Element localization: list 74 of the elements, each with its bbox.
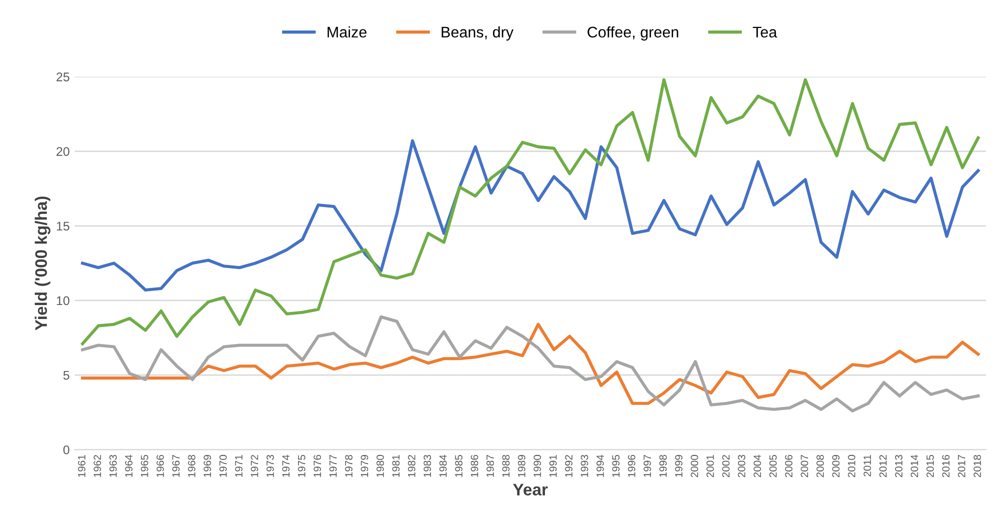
x-tick-label: 2003 bbox=[738, 454, 746, 478]
x-tick-label: 1968 bbox=[188, 454, 196, 477]
line-series bbox=[81, 322, 980, 405]
x-tick-label: 1979 bbox=[360, 455, 368, 477]
x-tick-label: 2006 bbox=[785, 454, 792, 478]
x-tick-label: 2002 bbox=[722, 455, 730, 478]
x-tick-label: 1971 bbox=[235, 455, 242, 477]
x-tick-label: 1984 bbox=[439, 454, 447, 477]
x-tick-label: 1973 bbox=[266, 454, 274, 477]
x-tick-label: 2005 bbox=[769, 454, 777, 478]
legend-label: Maize bbox=[328, 26, 366, 38]
x-tick-label: 2001 bbox=[706, 455, 714, 478]
x-tick-label: 1981 bbox=[392, 455, 400, 477]
x-tick-label: 1983 bbox=[424, 454, 432, 477]
x-tick-label: 1978 bbox=[345, 454, 352, 477]
x-tick-label: 1986 bbox=[470, 454, 478, 477]
x-tick-label: 2007 bbox=[800, 455, 808, 478]
line-series bbox=[81, 78, 980, 346]
x-tick-label: 2015 bbox=[926, 454, 934, 478]
x-tick-label: 2018 bbox=[974, 454, 981, 478]
x-tick-label: 1965 bbox=[140, 454, 148, 477]
x-tick-label: 2010 bbox=[848, 454, 856, 478]
x-tick-label: 2016 bbox=[942, 454, 950, 478]
line-series bbox=[81, 315, 980, 412]
x-tick-label: 1970 bbox=[219, 454, 227, 477]
x-tick-label: 1987 bbox=[486, 455, 494, 477]
x-tick-label: 2000 bbox=[690, 454, 698, 478]
x-tick-label: 2012 bbox=[879, 455, 887, 478]
x-tick-label: 2011 bbox=[864, 455, 871, 476]
x-tick-label: 1976 bbox=[314, 454, 322, 477]
x-tick-label: 2009 bbox=[832, 455, 840, 478]
x-tick-label: 2014 bbox=[910, 454, 918, 478]
x-tick-label: 1991 bbox=[549, 455, 557, 477]
x-tick-label: 1982 bbox=[408, 455, 416, 477]
x-tick-label: 1997 bbox=[644, 455, 652, 477]
x-tick-label: 1975 bbox=[298, 454, 306, 477]
x-tick-label: 1993 bbox=[580, 454, 588, 477]
y-tick-label: 5 bbox=[63, 370, 70, 380]
x-tick-label: 1996 bbox=[628, 454, 636, 477]
x-tick-label: 1974 bbox=[282, 454, 290, 477]
x-tick-label: 1980 bbox=[376, 454, 384, 477]
x-tick-label: 1992 bbox=[565, 455, 572, 477]
legend-label: Beans, dry bbox=[442, 26, 514, 41]
line-series bbox=[81, 139, 980, 292]
x-tick-label: 1990 bbox=[534, 454, 542, 477]
x-tick-label: 1985 bbox=[455, 454, 462, 477]
y-tick-label: 25 bbox=[56, 72, 70, 82]
y-tick-label: 20 bbox=[56, 147, 70, 156]
x-tick-label: 1988 bbox=[502, 454, 510, 477]
x-tick-label: 1964 bbox=[125, 454, 132, 477]
x-tick-label: 2017 bbox=[958, 455, 966, 478]
x-tick-label: 2008 bbox=[816, 454, 824, 478]
x-tick-label: 2004 bbox=[754, 454, 761, 478]
x-tick-label: 1994 bbox=[596, 454, 604, 477]
x-tick-label: 1966 bbox=[156, 454, 164, 477]
x-tick-label: 1977 bbox=[329, 455, 337, 477]
x-tick-label: 1998 bbox=[659, 454, 667, 477]
legend-label: Coffee, green bbox=[588, 26, 678, 41]
y-tick-label: 0 bbox=[63, 445, 70, 454]
x-tick-label: 1995 bbox=[612, 454, 620, 477]
x-tick-label: 1967 bbox=[172, 455, 180, 477]
x-tick-label: 1963 bbox=[109, 454, 117, 477]
x-tick-label: 1999 bbox=[675, 455, 682, 477]
y-axis-title: Yield ('000 kg/ha) bbox=[34, 196, 50, 330]
x-tick-label: 1962 bbox=[94, 455, 102, 477]
x-axis-title: Year bbox=[513, 484, 548, 496]
x-tick-label: 2013 bbox=[895, 454, 902, 478]
legend-label: Tea bbox=[752, 26, 778, 38]
y-tick-label: 15 bbox=[56, 222, 70, 231]
x-tick-label: 1972 bbox=[250, 455, 258, 477]
x-tick-label: 1961 bbox=[78, 455, 86, 477]
y-tick-label: 10 bbox=[56, 296, 70, 306]
x-tick-label: 1969 bbox=[204, 455, 212, 477]
x-tick-label: 1989 bbox=[518, 455, 526, 477]
